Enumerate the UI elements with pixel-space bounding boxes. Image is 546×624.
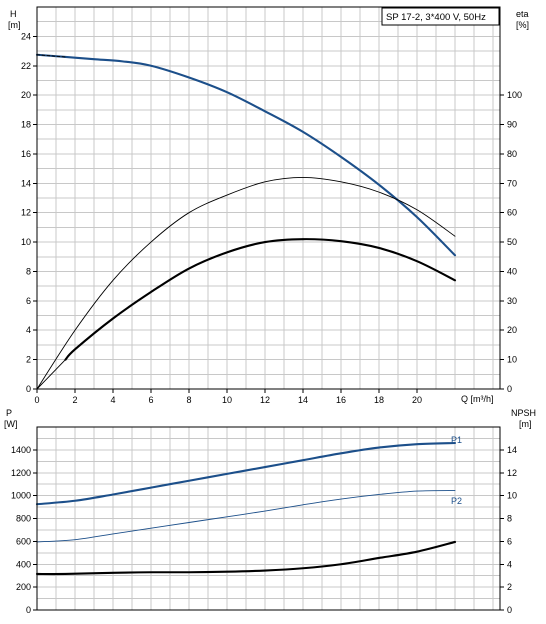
y-right-unit: [%] [516, 20, 529, 30]
y-left-tick-label: 8 [26, 266, 31, 276]
series-line-c0-s3 [64, 238, 457, 361]
series-line-c0-s2 [36, 176, 456, 390]
x-tick-label: 0 [34, 395, 39, 405]
y-right-tick-label: 100 [507, 90, 522, 100]
x-tick-label: 10 [222, 395, 232, 405]
y-right-tick-label: 10 [507, 491, 517, 501]
npsh-axis-unit: [m] [519, 419, 532, 429]
y-left-tick-label: 14 [21, 178, 31, 188]
top-ticks: 0246810121416182022240102030405060708090… [21, 31, 522, 405]
y-left-tick-label: 12 [21, 208, 31, 218]
y-left-name: H [10, 9, 17, 19]
title-box [381, 7, 500, 26]
y-left-tick-label: 1200 [11, 468, 31, 478]
x-tick-label: 2 [72, 395, 77, 405]
y-right-tick-label: 20 [507, 325, 517, 335]
x-tick-label: 4 [110, 395, 115, 405]
y-right-tick-label: 30 [507, 296, 517, 306]
y-right-tick-label: 8 [507, 514, 512, 524]
y-left-tick-label: 400 [16, 559, 31, 569]
y-right-tick-label: 12 [507, 468, 517, 478]
x-tick-label: 16 [336, 395, 346, 405]
y-left-tick-label: 6 [26, 296, 31, 306]
bottom-ticks: 0 200 400 600 800 1000 1200 1400 0 2 4 6 8 10 12 14 [11, 445, 517, 615]
bottom-series [35, 441, 457, 576]
y-right-tick-label: 2 [507, 582, 512, 592]
y-right-tick-label: 50 [507, 237, 517, 247]
chart-title: SP 17-2, 3*400 V, 50Hz [386, 12, 486, 23]
y-right-tick-label: 14 [507, 445, 517, 455]
y-right-tick-label: 60 [507, 208, 517, 218]
series-line-p2 [36, 490, 456, 543]
y-left-tick-label: 10 [21, 237, 31, 247]
y-right-name: eta [516, 9, 529, 19]
series-line-c1-s2 [35, 540, 457, 576]
p-axis-name: P [6, 408, 12, 418]
y-left-tick-label: 20 [21, 90, 31, 100]
y-left-tick-label: 800 [16, 514, 31, 524]
head-efficiency-chart: 0246810121416182022240102030405060708090… [8, 6, 529, 405]
y-left-tick-label: 1000 [11, 491, 31, 501]
series-label-p1: P1 [451, 435, 462, 445]
y-left-tick-label: 16 [21, 149, 31, 159]
y-right-tick-label: 40 [507, 266, 517, 276]
x-tick-label: 18 [374, 395, 384, 405]
top-series [35, 53, 457, 390]
y-left-unit: [m] [8, 20, 21, 30]
y-left-tick-label: 18 [21, 120, 31, 130]
npsh-axis-name: NPSH [511, 408, 536, 418]
bottom-grid [37, 427, 500, 610]
bottom-frame [36, 426, 501, 611]
series-line-c0-s4 [36, 359, 66, 390]
top-frame [36, 6, 501, 390]
y-left-tick-label: 1400 [11, 445, 31, 455]
x-tick-label: 20 [412, 395, 422, 405]
y-right-tick-label: 0 [507, 384, 512, 394]
y-left-tick-label: 600 [16, 536, 31, 546]
y-left-tick-label: 24 [21, 31, 31, 41]
y-right-tick-label: 80 [507, 149, 517, 159]
y-right-tick-label: 4 [507, 559, 512, 569]
y-right-tick-label: 10 [507, 355, 517, 365]
y-right-tick-label: 6 [507, 536, 512, 546]
y-left-tick-label: 4 [26, 325, 31, 335]
y-left-tick-label: 0 [26, 605, 31, 615]
top-grid [37, 7, 500, 389]
x-tick-label: 14 [298, 395, 308, 405]
x-axis-label: Q [m³/h] [461, 394, 494, 404]
series-line-c0-s0 [35, 53, 457, 257]
x-tick-label: 12 [260, 395, 270, 405]
p-axis-unit: [W] [4, 419, 18, 429]
x-tick-label: 6 [148, 395, 153, 405]
y-right-tick-label: 0 [507, 605, 512, 615]
series-line-p1 [35, 441, 457, 506]
y-left-tick-label: 22 [21, 61, 31, 71]
power-npsh-chart: 0 200 400 600 800 1000 1200 1400 0 2 4 6 8 10 12 14 P [… [4, 408, 536, 615]
x-tick-label: 8 [186, 395, 191, 405]
y-left-tick-label: 2 [26, 355, 31, 365]
y-left-tick-label: 200 [16, 582, 31, 592]
y-right-tick-label: 70 [507, 178, 517, 188]
series-label-p2: P2 [451, 496, 462, 506]
y-right-tick-label: 90 [507, 120, 517, 130]
y-left-tick-label: 0 [26, 384, 31, 394]
series-line-c0-s1 [36, 54, 66, 58]
